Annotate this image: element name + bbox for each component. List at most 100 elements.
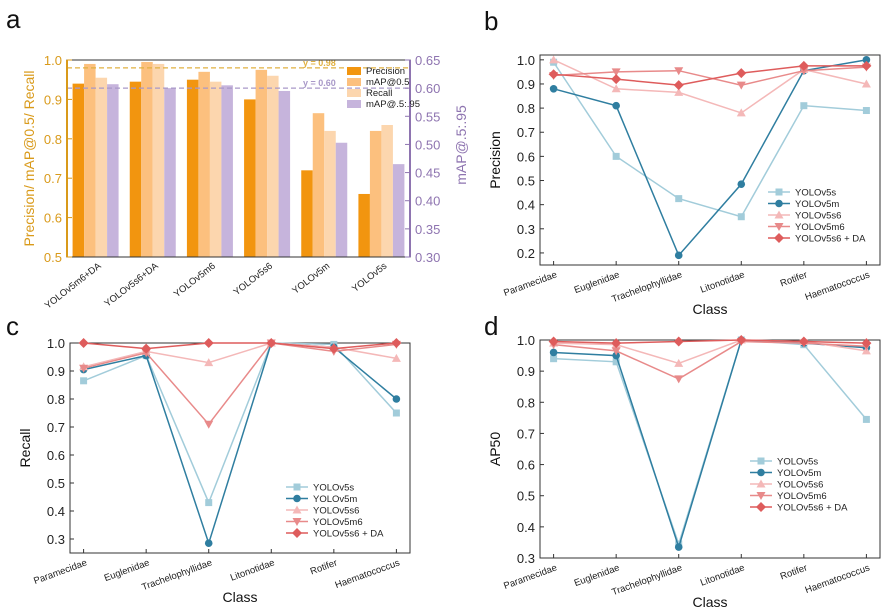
data-point bbox=[611, 74, 622, 85]
x-tick-label: Haematococcus bbox=[804, 269, 872, 303]
series-line-YOLOv5m bbox=[553, 339, 867, 550]
y-tick-label: 0.5 bbox=[47, 476, 65, 491]
y-tick-label: 0.6 bbox=[517, 458, 535, 473]
x-tick-label: Trachelophyllidae bbox=[140, 557, 213, 593]
bar-Precision-2 bbox=[186, 79, 199, 257]
data-point bbox=[862, 107, 870, 115]
data-point bbox=[611, 68, 621, 77]
legend-marker bbox=[292, 505, 302, 514]
x-tick-label: Haematococcus bbox=[804, 562, 872, 596]
data-point bbox=[549, 348, 558, 357]
data-point bbox=[141, 343, 152, 354]
data-point bbox=[328, 343, 339, 354]
legend-entry: YOLOv5s6 + DA bbox=[795, 234, 866, 245]
legend-marker bbox=[756, 479, 766, 488]
x-axis-title: Class bbox=[692, 301, 727, 317]
data-point bbox=[612, 358, 620, 366]
line-chart-d: 0.3 0.4 0.5 0.6 0.7 0.8 0.9 1.0 Paramecidae Eugle… bbox=[487, 333, 881, 610]
data-point bbox=[861, 338, 872, 349]
x-tick-label: Litonotidae bbox=[699, 269, 746, 295]
legend-marker bbox=[292, 528, 302, 538]
series-line-YOLOv5m bbox=[553, 59, 867, 257]
data-point bbox=[674, 358, 684, 367]
right-tick-label: 0.55 bbox=[415, 109, 440, 124]
y-tick-label: 0.7 bbox=[517, 125, 535, 140]
series-line-YOLOv5m6 bbox=[83, 342, 397, 426]
category-label: YOLOv5s6 bbox=[232, 261, 275, 298]
y-tick-label: 0.7 bbox=[517, 426, 535, 441]
data-point bbox=[80, 377, 88, 385]
legend-marker bbox=[775, 199, 783, 208]
panel-label-c: c bbox=[6, 311, 19, 341]
bar-Recall-5 bbox=[381, 125, 393, 257]
y-tick-label: 0.4 bbox=[517, 520, 535, 535]
legend-swatch bbox=[347, 89, 361, 97]
y-tick-label: 0.9 bbox=[517, 364, 535, 379]
legend-entry: YOLOv5m bbox=[777, 468, 821, 479]
right-tick-label: 0.40 bbox=[415, 194, 440, 209]
legend-marker bbox=[757, 468, 765, 477]
legend-entry: mAP@.5:.95 bbox=[366, 99, 420, 110]
legend-entry: YOLOv5m6 bbox=[313, 517, 363, 528]
x-tick-label: Rotifer bbox=[779, 562, 809, 582]
data-point bbox=[862, 415, 870, 423]
data-point bbox=[392, 395, 401, 403]
data-point bbox=[205, 499, 213, 507]
data-point bbox=[548, 69, 559, 80]
panel-a: a YOLOv5m6+DA YOLOv5s6+DA YOLOv5m6 YOLOv5s6… bbox=[6, 4, 469, 311]
bar-Precision-5 bbox=[358, 193, 370, 257]
y-tick-label: 0.3 bbox=[517, 551, 535, 566]
x-tick-label: Euglenidae bbox=[103, 557, 151, 584]
legend-marker bbox=[774, 233, 784, 243]
y-tick-label: 0.3 bbox=[47, 532, 65, 547]
bar-mAP595-0 bbox=[107, 84, 119, 258]
legend-entry: YOLOv5s bbox=[313, 483, 354, 494]
right-tick-label: 0.35 bbox=[415, 222, 440, 237]
left-tick-label: 0.5 bbox=[44, 250, 62, 265]
y-tick-label: 0.9 bbox=[47, 364, 65, 379]
data-point bbox=[204, 420, 214, 429]
x-axis-title: Class bbox=[692, 594, 727, 610]
data-point bbox=[612, 152, 620, 160]
x-tick-label: Paramecidae bbox=[502, 562, 558, 591]
bar-mAP05-0 bbox=[84, 63, 96, 257]
left-tick-label: 0.7 bbox=[44, 171, 62, 186]
y-tick-label: 0.5 bbox=[517, 489, 535, 504]
data-point bbox=[861, 60, 872, 71]
bar-mAP05-4 bbox=[312, 113, 325, 257]
bar-chart-a: YOLOv5m6+DA YOLOv5s6+DA YOLOv5m6 YOLOv5s6 YO… bbox=[21, 53, 469, 311]
data-point bbox=[79, 364, 89, 373]
bar-Precision-0 bbox=[72, 83, 85, 257]
bar-Precision-3 bbox=[244, 99, 256, 258]
legend-entry: YOLOv5s bbox=[795, 188, 836, 199]
y-tick-label: 0.7 bbox=[47, 420, 65, 435]
y-tick-label: 0.9 bbox=[517, 77, 535, 92]
category-label: YOLOv5m bbox=[290, 261, 332, 297]
legend-entry: mAP@0.5 bbox=[366, 77, 409, 88]
legend-entry: Precision bbox=[366, 66, 405, 77]
data-point bbox=[798, 336, 809, 347]
bar-Precision-1 bbox=[129, 81, 142, 257]
right-tick-label: 0.60 bbox=[415, 81, 440, 96]
data-point bbox=[549, 84, 558, 93]
bar-mAP595-1 bbox=[164, 88, 176, 258]
legend-marker bbox=[757, 457, 765, 465]
y-tick-label: 0.6 bbox=[47, 448, 65, 463]
right-tick-label: 0.65 bbox=[415, 53, 440, 68]
legend-entry: YOLOv5s6 bbox=[777, 480, 823, 491]
data-point bbox=[203, 338, 214, 348]
legend-marker bbox=[756, 502, 766, 512]
data-point bbox=[392, 409, 400, 417]
category-label: YOLOv5m6 bbox=[172, 261, 218, 300]
x-tick-label: Litonotidae bbox=[699, 562, 746, 588]
bar-mAP595-4 bbox=[335, 142, 348, 257]
bar-mAP05-5 bbox=[369, 130, 382, 257]
data-point bbox=[391, 353, 401, 362]
legend-marker bbox=[756, 492, 766, 500]
bar-Recall-0 bbox=[95, 77, 108, 257]
data-point bbox=[799, 67, 809, 76]
data-point bbox=[611, 347, 621, 356]
legend-marker bbox=[292, 518, 302, 526]
legend-entry: YOLOv5s6 + DA bbox=[777, 503, 848, 514]
right-tick-label: 0.45 bbox=[415, 166, 440, 181]
